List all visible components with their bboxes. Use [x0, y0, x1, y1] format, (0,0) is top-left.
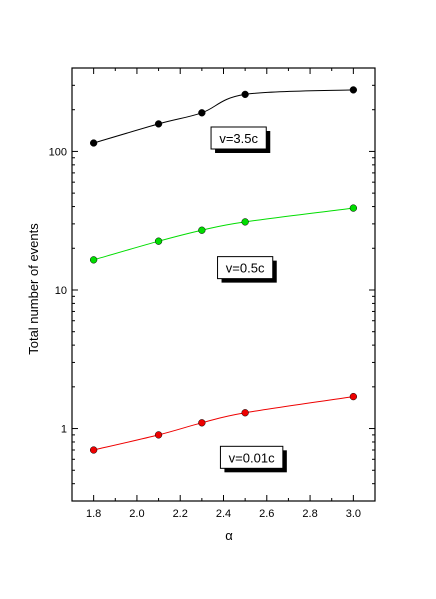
series-label-box: v=0.01c — [219, 445, 287, 473]
series-0 — [89, 86, 358, 147]
y-axis-title: Total number of events — [26, 223, 41, 355]
data-point — [154, 120, 163, 128]
data-point — [241, 218, 249, 226]
x-tick-label: 3.0 — [346, 508, 361, 520]
series-label-text: v=0.5c — [226, 261, 265, 276]
series-layer — [89, 86, 358, 454]
x-tick-label: 2.4 — [216, 508, 231, 520]
x-tick-label: 1.8 — [86, 508, 101, 520]
data-point — [89, 139, 98, 147]
data-point — [154, 431, 163, 439]
data-point — [154, 237, 163, 245]
data-point — [198, 109, 206, 117]
x-tick-label: 2.6 — [259, 508, 274, 520]
data-point — [349, 204, 358, 212]
x-tick-label: 2.8 — [302, 508, 317, 520]
label-box — [217, 256, 274, 280]
data-point — [349, 392, 358, 401]
data-point — [241, 409, 249, 417]
series-label-box: v=3.5c — [210, 126, 271, 153]
series-label-text: v=3.5c — [219, 131, 258, 146]
series-labels: v=3.5c v=0.5c v=0.01c — [210, 126, 287, 473]
label-box — [219, 445, 284, 469]
series-1 — [89, 204, 358, 264]
x-tick-label: 2.2 — [173, 508, 188, 520]
x-axis-title: α — [225, 528, 233, 543]
data-point — [89, 256, 98, 264]
x-tick-label: 2.0 — [129, 508, 144, 520]
data-point — [198, 419, 206, 427]
y-tick-label: 1 — [61, 424, 67, 436]
label-box — [210, 126, 267, 150]
series-label-box: v=0.5c — [217, 256, 277, 283]
y-tick-label: 100 — [49, 146, 67, 158]
data-point — [241, 90, 249, 99]
data-point — [198, 226, 206, 234]
y-tick-label: 10 — [55, 285, 67, 297]
data-point — [89, 446, 98, 454]
axis-ticks: 1.8 2.0 2.2 2.4 2.6 2.8 3.0 1 10 100 — [49, 67, 376, 520]
series-label-text: v=0.01c — [229, 450, 275, 465]
data-point — [349, 86, 358, 94]
series-2 — [89, 392, 358, 454]
series-line — [93, 396, 354, 451]
series-line — [93, 207, 354, 261]
